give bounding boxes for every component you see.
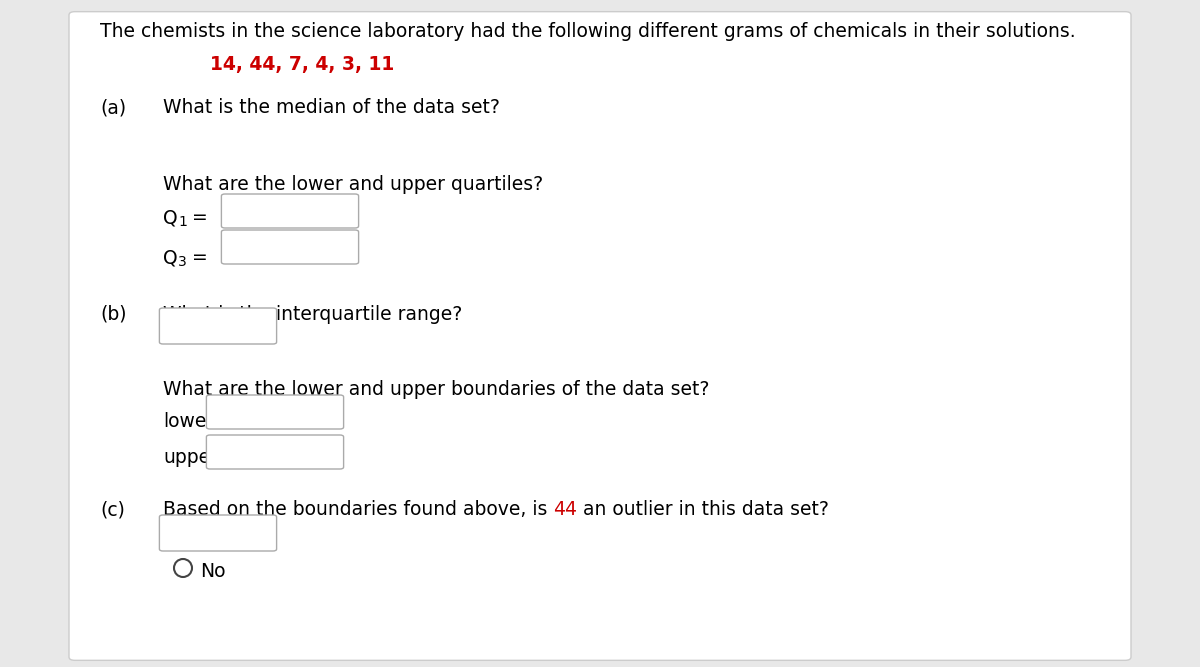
Text: upper: upper	[163, 448, 218, 467]
Text: Based on the boundaries found above, is: Based on the boundaries found above, is	[163, 500, 553, 519]
Text: 3: 3	[178, 255, 187, 269]
Text: 44: 44	[553, 500, 577, 519]
Text: lower: lower	[163, 412, 215, 431]
Text: No: No	[200, 562, 226, 581]
Text: What are the lower and upper quartiles?: What are the lower and upper quartiles?	[163, 175, 544, 194]
Text: 1: 1	[178, 215, 187, 229]
Text: The chemists in the science laboratory had the following different grams of chem: The chemists in the science laboratory h…	[100, 22, 1075, 41]
Text: What are the lower and upper boundaries of the data set?: What are the lower and upper boundaries …	[163, 380, 709, 399]
Text: =: =	[192, 248, 208, 267]
Text: (c): (c)	[100, 500, 125, 519]
Text: What is the median of the data set?: What is the median of the data set?	[163, 98, 500, 117]
Text: Q: Q	[163, 208, 178, 227]
Text: Q: Q	[163, 248, 178, 267]
Text: an outlier in this data set?: an outlier in this data set?	[577, 500, 829, 519]
Text: 44: 44	[553, 500, 577, 519]
Text: (a): (a)	[100, 98, 126, 117]
Text: Yes: Yes	[200, 530, 230, 549]
Circle shape	[174, 528, 192, 546]
Text: (b): (b)	[100, 305, 126, 324]
Circle shape	[174, 559, 192, 577]
Text: =: =	[192, 208, 208, 227]
Text: 14, 44, 7, 4, 3, 11: 14, 44, 7, 4, 3, 11	[210, 55, 395, 74]
Text: What is the interquartile range?: What is the interquartile range?	[163, 305, 462, 324]
Text: Based on the boundaries found above, is: Based on the boundaries found above, is	[163, 500, 553, 519]
